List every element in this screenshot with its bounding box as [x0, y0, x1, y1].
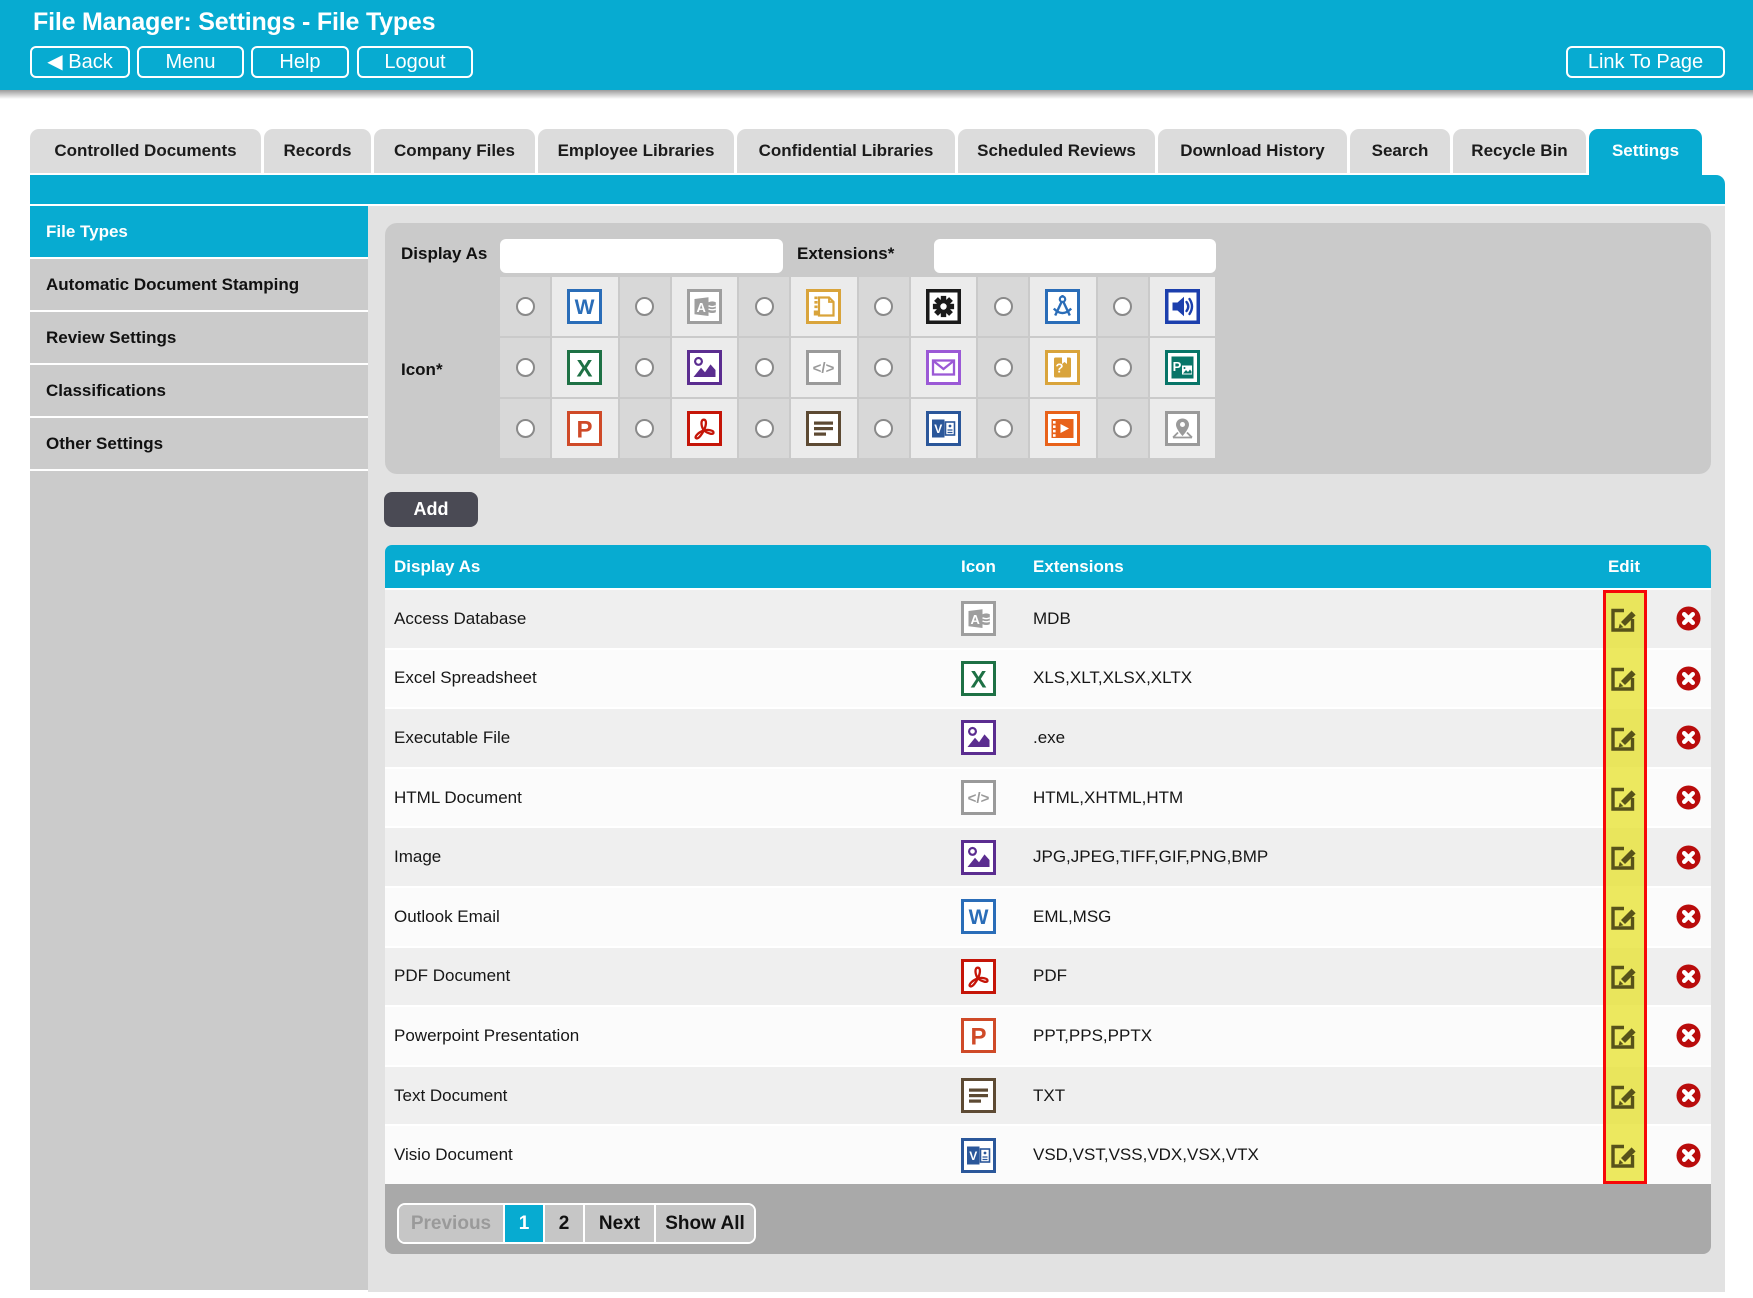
svg-text:A: A [971, 612, 981, 627]
svg-text:X: X [577, 356, 593, 383]
svg-text:</>: </> [968, 790, 990, 807]
svg-text:W: W [575, 296, 595, 319]
svg-text:W: W [969, 906, 989, 929]
svg-text:P: P [970, 1024, 986, 1051]
svg-text:V: V [934, 422, 942, 436]
svg-text:X: X [970, 666, 986, 693]
svg-text:?: ? [1056, 361, 1064, 376]
svg-text:A: A [696, 300, 706, 315]
svg-text:V: V [969, 1149, 977, 1163]
svg-text:P: P [1172, 359, 1181, 374]
svg-text:P: P [577, 417, 593, 444]
svg-text:</>: </> [813, 360, 835, 377]
